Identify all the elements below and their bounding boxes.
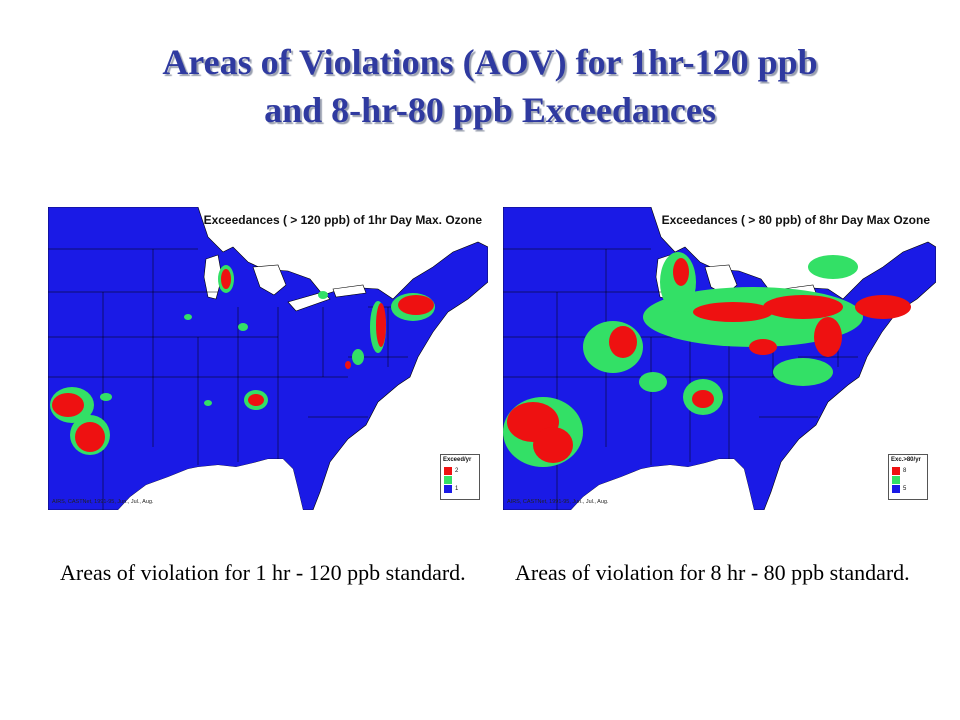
legend-row-mid <box>444 476 478 484</box>
map-8hr-graphic <box>503 207 936 510</box>
map-1hr-header: Exceedances ( > 120 ppb) of 1hr Day Max.… <box>203 213 482 227</box>
legend-row-mid <box>892 476 926 484</box>
map-8hr-80ppb: Exceedances ( > 80 ppb) of 8hr Day Max O… <box>503 207 936 510</box>
legend-row-low: 5 <box>892 485 926 493</box>
legend-title: Exceed/yr <box>443 457 472 463</box>
us-land <box>503 207 936 510</box>
legend-swatch-green <box>444 476 452 484</box>
legend-swatch-blue <box>892 485 900 493</box>
caption-1hr: Areas of violation for 1 hr - 120 ppb st… <box>60 560 466 585</box>
map-1hr-legend: Exceed/yr 2 1 <box>440 454 480 500</box>
map-1hr-120ppb: Exceedances ( > 120 ppb) of 1hr Day Max.… <box>48 207 488 510</box>
legend-swatch-red <box>444 467 452 475</box>
legend-swatch-red <box>892 467 900 475</box>
legend-swatch-green <box>892 476 900 484</box>
gulf-water <box>118 459 303 510</box>
legend-value: 5 <box>903 486 907 492</box>
legend-value: 8 <box>903 468 907 474</box>
map-8hr-legend: Exc.>80/yr 8 5 <box>888 454 928 500</box>
legend-row-high: 8 <box>892 467 926 475</box>
us-land <box>48 207 488 510</box>
exceedance-areas <box>503 252 911 467</box>
legend-title: Exc.>80/yr <box>891 457 921 463</box>
caption-8hr: Areas of violation for 8 hr - 80 ppb sta… <box>515 560 910 585</box>
map-8hr-header: Exceedances ( > 80 ppb) of 8hr Day Max O… <box>661 213 930 227</box>
lake-huron <box>252 264 287 296</box>
slide-title: Areas of Violations (AOV) for 1hr-120 pp… <box>40 38 940 134</box>
exceedance-areas <box>50 265 435 455</box>
map-1hr-source: AIRS, CASTNet, 1991-95, Jun., Jul., Aug. <box>52 499 154 505</box>
legend-row-low: 1 <box>444 485 478 493</box>
legend-row-high: 2 <box>444 467 478 475</box>
slide-title-line-2: and 8-hr-80 ppb Exceedances <box>264 90 716 130</box>
legend-value: 1 <box>455 486 459 492</box>
map-8hr-source: AIRS, CASTNet, 1991-95, Jun., Jul., Aug. <box>507 499 609 505</box>
map-1hr-graphic <box>48 207 488 510</box>
lake-michigan <box>203 254 223 300</box>
slide-title-line-1: Areas of Violations (AOV) for 1hr-120 pp… <box>162 42 818 82</box>
gulf-water <box>571 459 754 510</box>
legend-swatch-blue <box>444 485 452 493</box>
lake-ontario <box>332 284 367 298</box>
legend-value: 2 <box>455 468 459 474</box>
